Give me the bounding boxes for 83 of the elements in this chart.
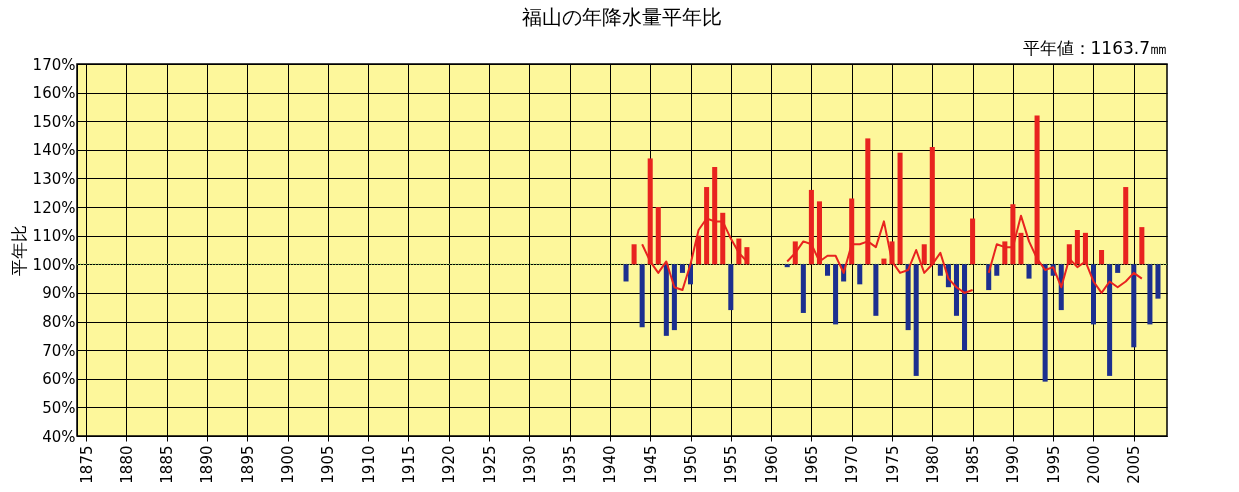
y-tick-label: 150%: [32, 112, 76, 131]
y-tick-label: 50%: [42, 398, 76, 417]
x-tick-label: 1965: [802, 445, 821, 484]
bar: [873, 264, 879, 316]
x-tick-label: 1980: [923, 445, 942, 484]
x-tick-label: 1900: [279, 445, 298, 484]
x-tick-label: 1960: [762, 445, 781, 484]
x-tick-label: 1895: [238, 445, 257, 484]
y-tick-label: 110%: [32, 227, 76, 246]
bar: [833, 264, 839, 325]
bar: [728, 264, 734, 311]
y-tick-label: 60%: [42, 370, 76, 389]
y-tick-label: 70%: [42, 341, 76, 360]
bar: [1123, 187, 1129, 265]
bar: [800, 264, 806, 313]
y-tick-label: 90%: [42, 284, 76, 303]
x-tick-label: 1970: [843, 445, 862, 484]
x-tick-label: 1955: [722, 445, 741, 484]
bar: [1139, 227, 1145, 265]
bar: [962, 264, 968, 351]
bar: [639, 264, 645, 328]
bar: [663, 264, 669, 336]
bar: [1002, 241, 1008, 265]
x-tick-label: 1880: [117, 445, 136, 484]
x-tick-label: 1890: [198, 445, 217, 484]
bar: [1082, 232, 1088, 265]
x-tick-label: 1905: [319, 445, 338, 484]
x-tick-label: 1940: [601, 445, 620, 484]
y-tick-label: 40%: [42, 427, 76, 446]
text: 平年値：1163.7㎜: [1022, 38, 1167, 58]
x-tick-label: 1945: [641, 445, 660, 484]
bar: [1018, 232, 1024, 265]
bar: [1042, 264, 1048, 382]
bar: [857, 264, 863, 285]
bar: [913, 264, 919, 376]
bar: [631, 244, 637, 265]
y-tick-label: 140%: [32, 141, 76, 160]
x-tick-label: 1915: [399, 445, 418, 484]
bar: [1147, 264, 1153, 325]
x-tick-label: 1985: [964, 445, 983, 484]
bar: [994, 264, 1000, 276]
bar: [1026, 264, 1032, 279]
bar: [825, 264, 831, 276]
y-tick-label: 130%: [32, 169, 76, 188]
bar: [696, 235, 702, 265]
bar: [1090, 264, 1097, 325]
bar: [921, 244, 927, 265]
x-tick-label: 1910: [359, 445, 378, 484]
x-tick-label: 1930: [520, 445, 539, 484]
bar: [655, 207, 661, 265]
x-tick-label: 1885: [158, 445, 177, 484]
x-tick-label: 1990: [1004, 445, 1023, 484]
bar: [953, 264, 959, 316]
bar: [1099, 250, 1105, 265]
x-tick-label: 1950: [682, 445, 701, 484]
y-tick-label: 170%: [32, 55, 76, 74]
x-tick-label: 1925: [480, 445, 499, 484]
bar: [1074, 229, 1080, 265]
x-tick-label: 1920: [440, 445, 459, 484]
bar: [905, 264, 911, 331]
x-tick-label: 1875: [77, 445, 96, 484]
bar: [937, 264, 943, 276]
y-tick-label: 80%: [42, 313, 76, 332]
bar: [784, 264, 790, 268]
x-tick-label: 1975: [883, 445, 902, 484]
y-tick-label: 160%: [32, 84, 76, 103]
chart-title: 福山の年降水量平年比: [522, 5, 722, 29]
x-tick-label: 1995: [1044, 445, 1063, 484]
bar: [1131, 264, 1137, 348]
bar: [1115, 264, 1121, 273]
x-tick-label: 2000: [1084, 445, 1103, 484]
x-tick-label: 2005: [1125, 445, 1144, 484]
bar: [970, 218, 976, 265]
bar: [1107, 264, 1113, 376]
bar: [897, 152, 903, 265]
bar: [623, 264, 629, 282]
y-tick-label: 120%: [32, 198, 76, 217]
y-axis-title: 平年比: [8, 225, 29, 276]
bar: [679, 264, 685, 273]
y-tick-label: 100%: [32, 255, 76, 274]
x-tick-label: 1935: [561, 445, 580, 484]
bar: [1155, 264, 1161, 299]
bar: [671, 264, 677, 331]
